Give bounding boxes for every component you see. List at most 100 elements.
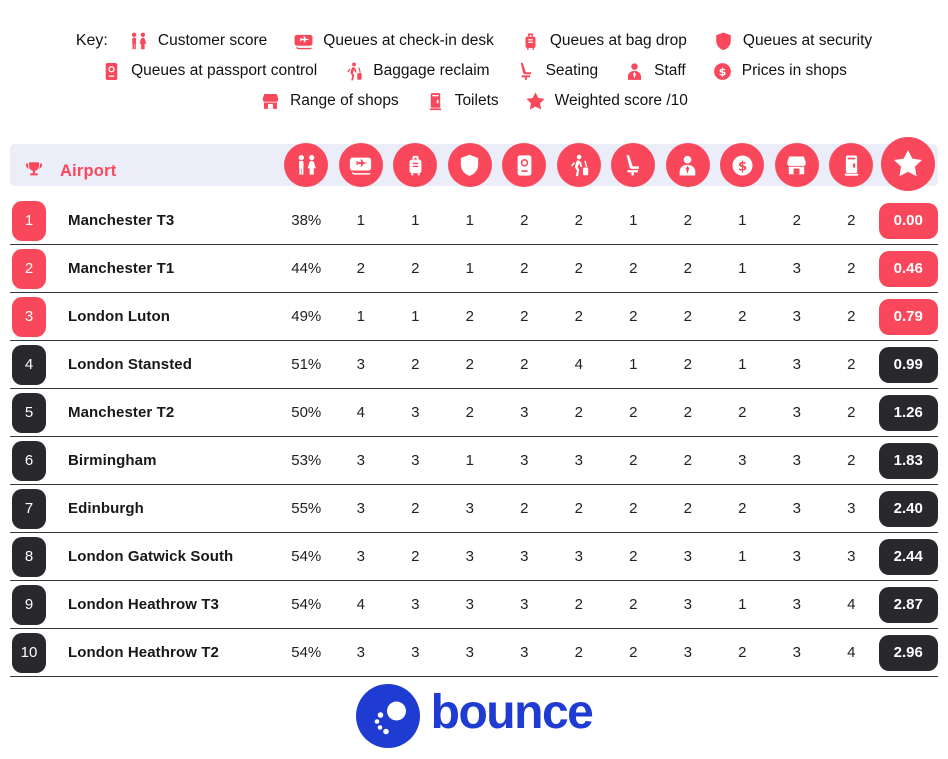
svg-text:$: $ xyxy=(718,65,726,78)
bounce-ball-icon xyxy=(355,684,420,748)
people-icon-glyph xyxy=(298,154,316,175)
staff-column-icon xyxy=(665,143,710,187)
score-cell: 3 xyxy=(520,548,529,565)
score-cell: 3 xyxy=(792,596,801,613)
score-cell: 3 xyxy=(356,548,365,565)
baggage-reclaim-icon xyxy=(343,61,364,82)
key-item-label: Weighted score /10 xyxy=(554,92,688,109)
customer-score-cell: 55% xyxy=(291,500,322,517)
key-item: Range of shops xyxy=(260,91,399,112)
score-cell: 2 xyxy=(683,260,692,277)
weighted-score-badge: 1.83 xyxy=(878,442,938,479)
boarding-pass-column-icon xyxy=(338,143,383,187)
score-cell: 3 xyxy=(465,500,474,517)
score-cell: 3 xyxy=(520,452,529,469)
table-body: 1 Manchester T3 38% 1 1 1 2 2 1 2 1 2 2 0.00 2 Manchest… xyxy=(10,197,938,677)
seat-column-icon xyxy=(611,143,656,187)
customer-score-cell: 49% xyxy=(291,308,322,325)
table-row: 3 London Luton 49% 1 1 2 2 2 2 2 2 3 2 0.79 xyxy=(10,293,938,341)
score-cell: 3 xyxy=(520,644,529,661)
score-cell: 2 xyxy=(465,308,474,325)
key-item-label: Prices in shops xyxy=(741,62,847,79)
score-cell: 3 xyxy=(411,404,420,421)
key-item: Toilets xyxy=(425,91,499,112)
score-cell: 2 xyxy=(411,260,420,277)
score-cell: 2 xyxy=(683,404,692,421)
score-cell: 1 xyxy=(411,308,420,325)
score-cell: 2 xyxy=(520,260,529,277)
customer-score-cell: 51% xyxy=(291,356,322,373)
table-row: 8 London Gatwick South 54% 3 2 3 3 3 2 3 1 3 3 2.44 xyxy=(10,533,938,581)
key-item: Baggage reclaim xyxy=(343,61,490,82)
score-cell: 3 xyxy=(411,452,420,469)
trophy-icon xyxy=(23,160,45,182)
key-item-label: Queues at bag drop xyxy=(549,32,687,49)
score-cell: 2 xyxy=(574,212,583,229)
star-icon-glyph xyxy=(894,150,923,177)
passport-icon-glyph xyxy=(105,62,118,80)
score-cell: 1 xyxy=(738,356,747,373)
star-icon-glyph xyxy=(526,91,545,110)
score-cell: 2 xyxy=(356,260,365,277)
score-cell: 3 xyxy=(792,500,801,517)
score-cell: 3 xyxy=(683,548,692,565)
score-cell: 4 xyxy=(847,644,856,661)
rank-badge: 8 xyxy=(12,536,46,577)
score-cell: 2 xyxy=(847,308,856,325)
weighted-score-badge: 0.79 xyxy=(878,298,938,335)
weighted-score-badge: 2.44 xyxy=(878,538,938,575)
score-cell: 2 xyxy=(629,548,638,565)
people-column-icon xyxy=(284,143,329,187)
star-icon xyxy=(525,91,546,112)
key-item-label: Seating xyxy=(545,62,599,79)
score-cell: 2 xyxy=(738,500,747,517)
score-cell: 2 xyxy=(465,404,474,421)
score-cell: 2 xyxy=(629,596,638,613)
key-item: Staff xyxy=(624,61,686,82)
shop-icon-glyph xyxy=(787,156,806,174)
score-cell: 2 xyxy=(738,404,747,421)
bounce-logo: bounce xyxy=(0,684,948,748)
passport-icon-glyph xyxy=(517,154,532,176)
score-cell: 3 xyxy=(792,644,801,661)
score-cell: 2 xyxy=(629,308,638,325)
score-cell: 2 xyxy=(629,452,638,469)
weighted-score-badge: 1.26 xyxy=(878,394,938,431)
shop-icon-glyph xyxy=(262,93,279,109)
score-cell: 1 xyxy=(738,212,747,229)
score-cell: 1 xyxy=(411,212,420,229)
staff-icon-glyph xyxy=(679,155,696,175)
key-item-label: Range of shops xyxy=(290,92,399,109)
airport-header-cell: Airport xyxy=(10,160,279,182)
score-cell: 2 xyxy=(683,212,692,229)
toilet-icon-glyph xyxy=(844,155,859,176)
rank-badge: 1 xyxy=(12,200,46,241)
score-cell: 3 xyxy=(792,356,801,373)
shield-column-icon xyxy=(447,143,492,187)
score-cell: 3 xyxy=(356,500,365,517)
score-cell: 2 xyxy=(520,500,529,517)
table-row: 1 Manchester T3 38% 1 1 1 2 2 1 2 1 2 2 0.00 xyxy=(10,197,938,245)
score-cell: 2 xyxy=(411,500,420,517)
score-cell: 2 xyxy=(738,308,747,325)
table-row: 6 Birmingham 53% 3 3 1 3 3 2 2 3 3 2 1.83 xyxy=(10,437,938,485)
table-row: 9 London Heathrow T3 54% 4 3 3 3 2 2 3 1 3 4 2.87 xyxy=(10,581,938,629)
score-cell: 1 xyxy=(465,452,474,469)
score-cell: 2 xyxy=(520,212,529,229)
airport-column-header: Airport xyxy=(60,161,117,180)
score-cell: 3 xyxy=(683,596,692,613)
airport-name: London Gatwick South xyxy=(68,548,234,565)
baggage-reclaim-column-icon xyxy=(556,143,601,187)
score-cell: 2 xyxy=(847,260,856,277)
score-cell: 3 xyxy=(520,596,529,613)
key-item-label: Customer score xyxy=(157,32,268,49)
score-cell: 1 xyxy=(465,212,474,229)
score-cell: 3 xyxy=(465,596,474,613)
key-item: Queues at check-in desk xyxy=(293,31,494,52)
rank-badge: 5 xyxy=(12,392,46,433)
score-cell: 2 xyxy=(520,308,529,325)
airport-name: London Heathrow T2 xyxy=(68,644,219,661)
key-item-label: Baggage reclaim xyxy=(373,62,490,79)
shop-icon xyxy=(260,91,281,112)
key-item: Seating xyxy=(516,61,599,82)
